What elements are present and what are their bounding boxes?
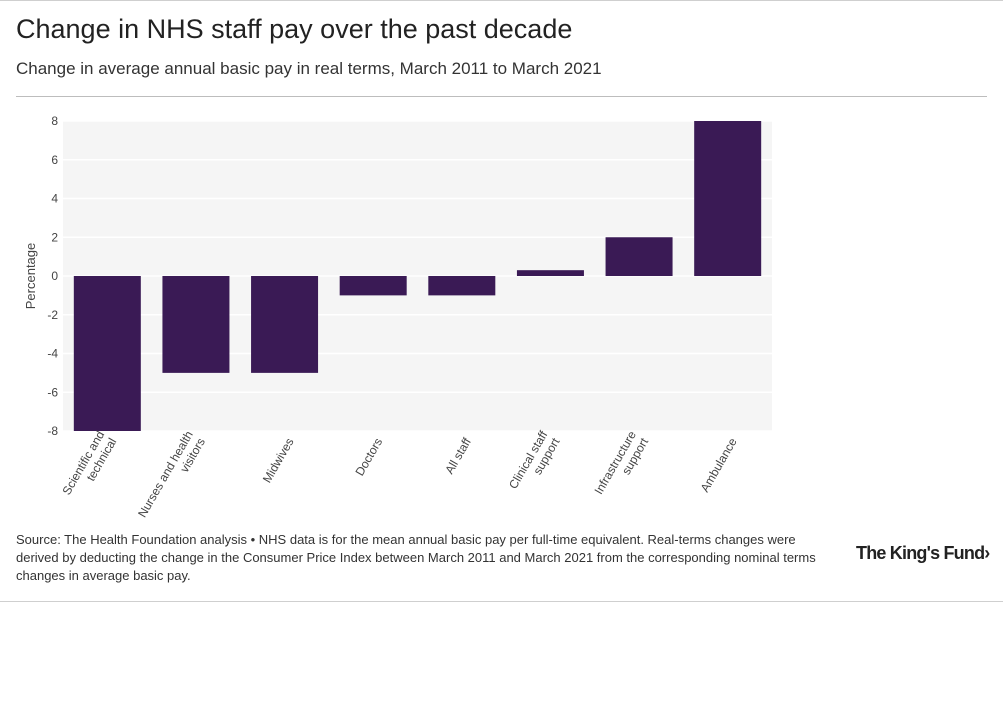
y-tick-label: 2 [51,230,58,244]
header-divider [16,96,987,97]
bar [251,276,319,373]
y-tick-label: -4 [47,347,58,361]
x-tick-label: Nurses and healthvisitors [135,429,208,521]
bar [694,121,762,276]
logo-text: The King's Fund [856,543,985,563]
y-tick-label: 8 [51,114,58,128]
bar [73,276,141,431]
bar [605,237,673,276]
x-tick-label-line: Ambulance [698,435,740,494]
x-tick-label-line: Midwives [260,436,297,486]
bar [162,276,230,373]
source-note: Source: The Health Foundation analysis •… [16,532,816,583]
y-tick-label: -6 [47,385,58,399]
y-axis-label: Percentage [23,243,38,310]
bar-chart: 8 6 4 2 0 -2 -4 -6 -8 Percentage Scientific andtec… [23,114,772,521]
x-tick-label: Midwives [260,436,297,486]
y-tick-label: 6 [51,153,58,167]
logo-chevron: › [984,543,990,563]
x-tick-label: Ambulance [698,435,740,494]
x-tick-label-line: Doctors [352,436,385,479]
y-tick-label: 0 [51,269,58,283]
chart-subtitle: Change in average annual basic pay in re… [16,59,602,78]
x-tick-label: Clinical staffsupport [506,428,563,498]
top-rule [0,0,1003,1]
x-tick-label-line: All staff [442,435,474,476]
y-tick-label: -8 [47,424,58,438]
chart-title: Change in NHS staff pay over the past de… [16,14,573,44]
y-tick-label: 4 [51,192,58,206]
footer-rule [0,601,1003,602]
bar [428,276,496,296]
x-tick-label: Scientific andtechnical [59,429,119,505]
x-tick-label: Doctors [352,436,385,479]
x-tick-label: All staff [442,435,474,476]
y-tick-label: -2 [47,308,58,322]
bar [339,276,407,296]
bar [516,270,584,276]
kings-fund-logo: The King's Fund› [856,543,990,564]
x-tick-label: Infrastructuresupport [592,428,652,504]
